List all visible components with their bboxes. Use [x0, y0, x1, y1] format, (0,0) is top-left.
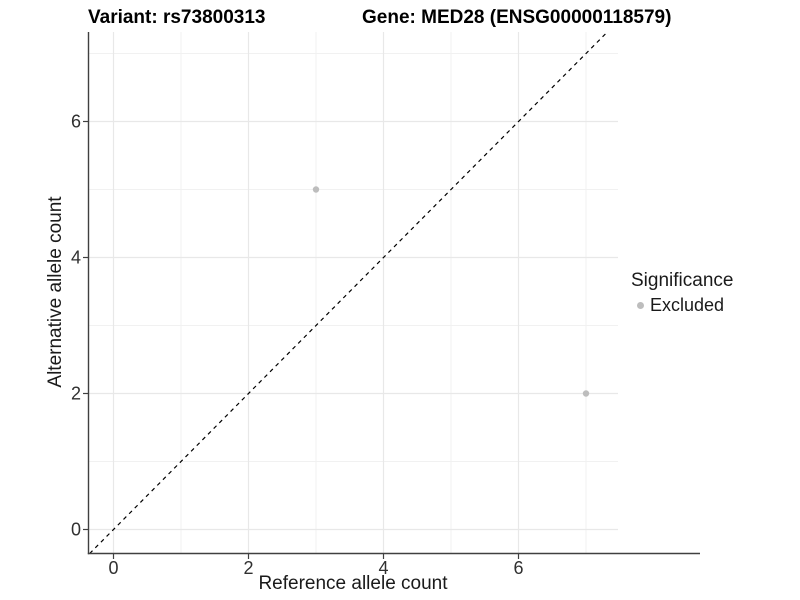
y-axis-title: Alternative allele count	[45, 196, 66, 388]
legend: Significance Excluded	[631, 270, 733, 316]
legend-item-excluded: Excluded	[631, 295, 733, 316]
plot-title-gene: Gene: MED28 (ENSG00000118579)	[362, 7, 672, 28]
legend-title: Significance	[631, 270, 734, 291]
legend-item-label: Excluded	[650, 295, 725, 315]
x-tick-label: 6	[513, 558, 523, 578]
x-tick-label: 2	[243, 558, 253, 578]
identity-dashed-line	[89, 31, 608, 554]
y-tick-label: 4	[71, 248, 81, 268]
y-tick-label: 6	[71, 112, 81, 132]
data-point	[582, 390, 590, 397]
x-axis-title: Reference allele count	[258, 573, 448, 594]
data-point	[312, 186, 320, 193]
legend-point-icon	[637, 302, 644, 309]
y-tick-label: 2	[71, 384, 81, 404]
plot-title-variant: Variant: rs73800313	[88, 7, 266, 28]
y-tick-label: 0	[71, 520, 81, 540]
x-tick-label: 0	[108, 558, 118, 578]
x-tick-label: 4	[378, 558, 388, 578]
